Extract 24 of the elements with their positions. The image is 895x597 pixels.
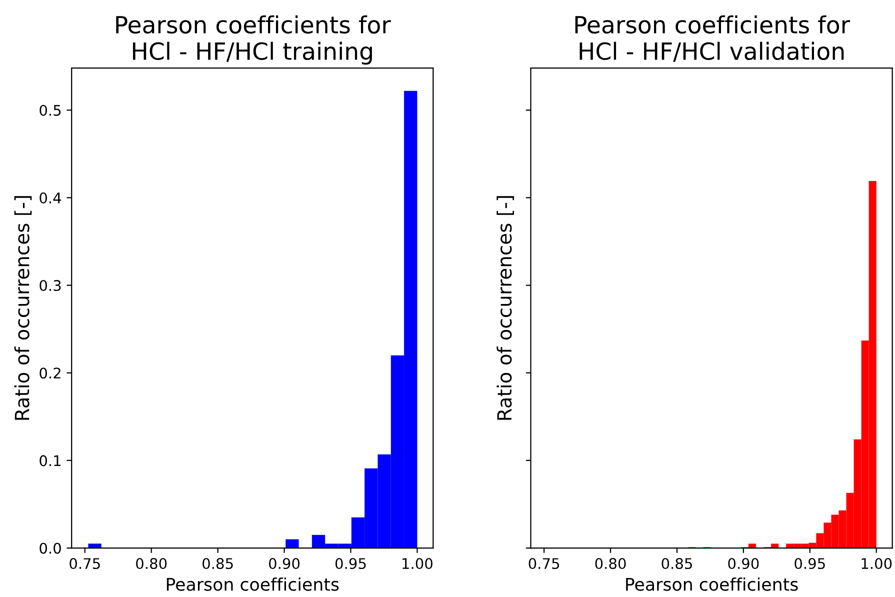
y-tick-label: 0.1 [40, 455, 61, 466]
x-tick-label: 0.85 [202, 558, 233, 570]
x-tick-label: 0.95 [335, 558, 366, 570]
x-tick-label: 0.90 [728, 558, 759, 570]
x-tick-label: 0.95 [794, 558, 825, 570]
y-tick-label: 0.4 [40, 192, 62, 204]
y-tick-label: 0.5 [40, 104, 61, 116]
x-tick-label: 1.00 [862, 558, 892, 570]
chart-title: Pearson coefficients for HCl - HF/HCl validation [575, 15, 850, 62]
x-tick-label: 0.75 [70, 558, 100, 570]
y-axis-title: Ratio of occurrences [-] [14, 196, 32, 420]
y-tick-label: 0.3 [40, 280, 61, 292]
y-axis-title: Ratio of occurrences [-] [496, 196, 514, 420]
x-tick-label: 0.80 [595, 558, 626, 570]
x-axis-title: Pearson coefficients [166, 577, 339, 591]
x-tick-label: 0.80 [136, 558, 167, 570]
x-tick-label: 0.75 [528, 558, 560, 570]
y-tick-label: 0.0 [40, 542, 61, 554]
x-tick-label: 0.90 [269, 558, 300, 570]
chart-title: Pearson coefficients for HCl - HF/HCl training [116, 15, 391, 65]
x-tick-label: 0.85 [662, 558, 692, 570]
x-axis-title: Pearson coefficients [626, 577, 798, 591]
y-tick-label: 0.2 [40, 368, 60, 379]
x-tick-label: 1.00 [402, 558, 432, 570]
